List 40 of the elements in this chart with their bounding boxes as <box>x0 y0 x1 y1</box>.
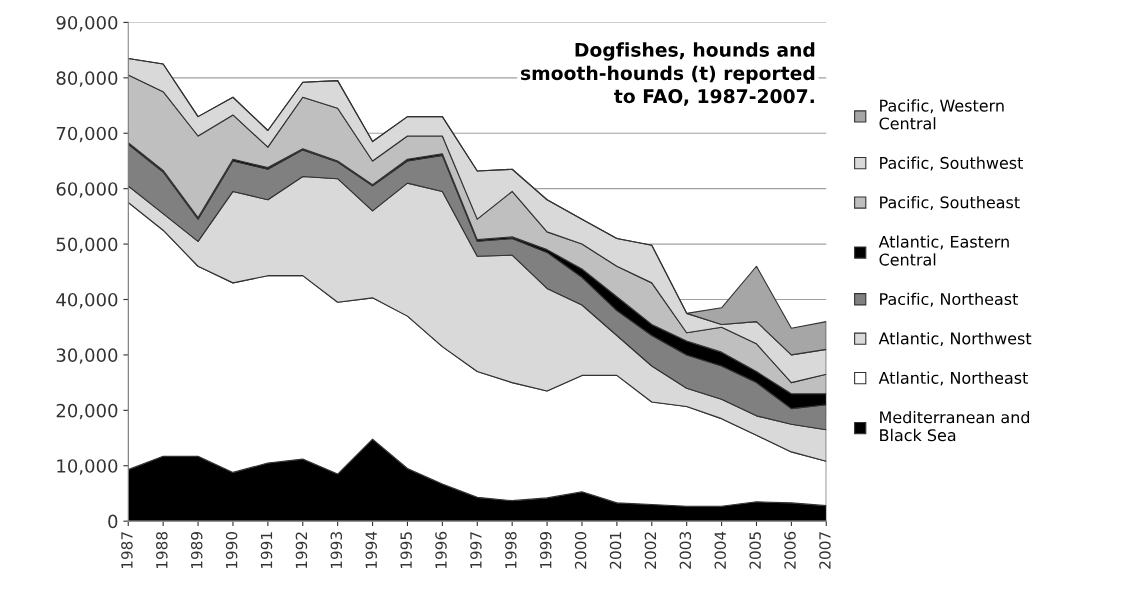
x-tick-label: 1987 <box>121 532 133 569</box>
x-tick-label: 2007 <box>819 532 831 569</box>
x-tick-label: 1996 <box>435 531 447 569</box>
x-tick-label: 2005 <box>749 532 761 569</box>
y-tick-label: 90,000 <box>56 15 118 32</box>
y-tick-label: 70,000 <box>56 126 118 143</box>
y-tick-label: 40,000 <box>56 292 118 309</box>
y-tick-label: 0 <box>108 514 118 529</box>
x-tick-label: 1997 <box>470 532 482 569</box>
legend-label: Pacific, Southwest <box>880 156 1023 171</box>
y-tick-label: 80,000 <box>56 71 118 87</box>
x-tick-label: 1998 <box>505 531 517 569</box>
x-tick-label: 2000 <box>574 531 587 569</box>
y-tick-label: 30,000 <box>56 348 118 364</box>
x-tick-label: 1989 <box>190 531 203 569</box>
legend-label: Atlantic, Northwest <box>878 332 1032 347</box>
legend-label: Atlantic, Northeast <box>878 371 1028 386</box>
x-tick-label: 1995 <box>400 532 412 569</box>
x-tick-label: 1999 <box>539 531 552 569</box>
y-tick-label: 10,000 <box>57 459 118 475</box>
x-tick-label: 1988 <box>156 531 168 569</box>
x-tick-label: 2004 <box>714 531 727 569</box>
x-tick-label: 1993 <box>330 532 343 569</box>
x-tick-label: 1990 <box>225 531 238 569</box>
y-tick-label: 60,000 <box>56 182 118 198</box>
legend-label: Pacific, Southeast <box>880 195 1020 210</box>
legend-label: Atlantic, Eastern Central <box>878 235 1009 266</box>
x-tick-label: 1992 <box>295 532 308 569</box>
x-tick-label: 2003 <box>679 532 692 569</box>
legend-label: Pacific, Western Central <box>879 99 1004 130</box>
y-tick-label: 50,000 <box>56 237 118 254</box>
x-tick-label: 2006 <box>784 531 796 569</box>
x-tick-label: 2002 <box>644 532 657 569</box>
y-tick-label: 20,000 <box>56 403 118 420</box>
x-tick-label: 1991 <box>260 532 273 569</box>
text: Dogfishes, hounds and smooth-hounds (t) reported to FAO, 1987-2007. <box>520 42 815 106</box>
x-tick-label: 2001 <box>609 532 622 569</box>
x-tick-label: 1994 <box>365 531 377 569</box>
legend-label: Pacific, Northeast <box>880 292 1018 307</box>
legend-label: Mediterranean and Black Sea <box>880 410 1030 442</box>
